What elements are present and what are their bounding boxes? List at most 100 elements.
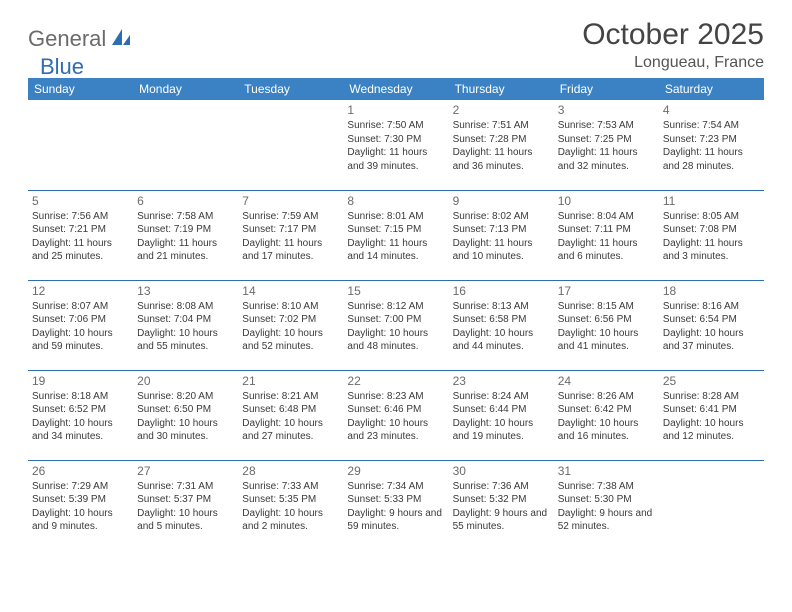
day-number: 13 [137, 284, 234, 298]
brand-text-blue: Blue [40, 54, 84, 80]
day-number: 20 [137, 374, 234, 388]
day-sun-info: Sunrise: 8:26 AMSunset: 6:42 PMDaylight:… [558, 390, 655, 444]
day-number: 26 [32, 464, 129, 478]
weekday-heading: Monday [133, 78, 238, 100]
calendar-day-cell: 20 Sunrise: 8:20 AMSunset: 6:50 PMDayligh… [133, 370, 238, 460]
day-sun-info: Sunrise: 7:56 AMSunset: 7:21 PMDaylight:… [32, 210, 129, 264]
day-sun-info: Sunrise: 7:29 AMSunset: 5:39 PMDaylight:… [32, 480, 129, 534]
day-number: 16 [453, 284, 550, 298]
calendar-day-cell: 27Sunrise: 7:31 AMSunset: 5:37 PMDayligh… [133, 460, 238, 550]
calendar-day-cell: 28 Sunrise: 7:33 AMSunset: 5:35 PMDayligh… [238, 460, 343, 550]
calendar-day-cell: 1 Sunrise: 7:50 AMSunset: 7:30 PMDaylight… [343, 100, 448, 190]
calendar-table: SundayMondayTuesdayWednesdayThursdayFrid… [28, 78, 764, 550]
brand-logo: General [28, 18, 134, 52]
day-number: 5 [32, 194, 129, 208]
calendar-week-row: 19 Sunrise: 8:18 AMSunset: 6:52 PMDayligh… [28, 370, 764, 460]
location-label: Longueau, France [582, 54, 764, 72]
day-sun-info: Sunrise: 8:10 AMSunset: 7:02 PMDaylight:… [242, 300, 339, 354]
day-number: 30 [453, 464, 550, 478]
calendar-empty-cell [659, 460, 764, 550]
day-number: 1 [347, 103, 444, 117]
day-number: 10 [558, 194, 655, 208]
day-sun-info: Sunrise: 7:53 AMSunset: 7:25 PMDaylight:… [558, 119, 655, 173]
header: General October 2025 Longueau, France [28, 18, 764, 72]
calendar-week-row: 12Sunrise: 8:07 AMSunset: 7:06 PMDayligh… [28, 280, 764, 370]
day-number: 22 [347, 374, 444, 388]
calendar-week-row: 5 Sunrise: 7:56 AMSunset: 7:21 PMDaylight… [28, 190, 764, 280]
calendar-day-cell: 10 Sunrise: 8:04 AMSunset: 7:11 PMDayligh… [554, 190, 659, 280]
day-sun-info: Sunrise: 8:08 AMSunset: 7:04 PMDaylight:… [137, 300, 234, 354]
day-number: 11 [663, 194, 760, 208]
calendar-week-row: 1 Sunrise: 7:50 AMSunset: 7:30 PMDaylight… [28, 100, 764, 190]
day-number: 12 [32, 284, 129, 298]
calendar-day-cell: 19 Sunrise: 8:18 AMSunset: 6:52 PMDayligh… [28, 370, 133, 460]
weekday-heading: Friday [554, 78, 659, 100]
day-sun-info: Sunrise: 7:34 AMSunset: 5:33 PMDaylight:… [347, 480, 444, 534]
day-number: 8 [347, 194, 444, 208]
day-sun-info: Sunrise: 7:50 AMSunset: 7:30 PMDaylight:… [347, 119, 444, 173]
day-sun-info: Sunrise: 7:58 AMSunset: 7:19 PMDaylight:… [137, 210, 234, 264]
calendar-week-row: 26 Sunrise: 7:29 AMSunset: 5:39 PMDayligh… [28, 460, 764, 550]
day-sun-info: Sunrise: 8:21 AMSunset: 6:48 PMDaylight:… [242, 390, 339, 444]
title-block: October 2025 Longueau, France [582, 18, 764, 72]
day-sun-info: Sunrise: 8:05 AMSunset: 7:08 PMDaylight:… [663, 210, 760, 264]
day-number: 24 [558, 374, 655, 388]
day-sun-info: Sunrise: 8:23 AMSunset: 6:46 PMDaylight:… [347, 390, 444, 444]
brand-sail-icon [110, 27, 132, 52]
calendar-day-cell: 26 Sunrise: 7:29 AMSunset: 5:39 PMDayligh… [28, 460, 133, 550]
day-number: 25 [663, 374, 760, 388]
day-number: 28 [242, 464, 339, 478]
calendar-day-cell: 11 Sunrise: 8:05 AMSunset: 7:08 PMDayligh… [659, 190, 764, 280]
day-sun-info: Sunrise: 7:36 AMSunset: 5:32 PMDaylight:… [453, 480, 550, 534]
day-sun-info: Sunrise: 7:38 AMSunset: 5:30 PMDaylight:… [558, 480, 655, 534]
day-number: 18 [663, 284, 760, 298]
weekday-heading: Tuesday [238, 78, 343, 100]
day-number: 7 [242, 194, 339, 208]
day-number: 4 [663, 103, 760, 117]
calendar-day-cell: 18 Sunrise: 8:16 AMSunset: 6:54 PMDayligh… [659, 280, 764, 370]
day-number: 21 [242, 374, 339, 388]
day-number: 19 [32, 374, 129, 388]
calendar-day-cell: 4 Sunrise: 7:54 AMSunset: 7:23 PMDaylight… [659, 100, 764, 190]
calendar-day-cell: 23 Sunrise: 8:24 AMSunset: 6:44 PMDayligh… [449, 370, 554, 460]
calendar-day-cell: 31 Sunrise: 7:38 AMSunset: 5:30 PMDayligh… [554, 460, 659, 550]
day-number: 29 [347, 464, 444, 478]
calendar-day-cell: 29 Sunrise: 7:34 AMSunset: 5:33 PMDayligh… [343, 460, 448, 550]
weekday-heading: Sunday [28, 78, 133, 100]
day-sun-info: Sunrise: 8:13 AMSunset: 6:58 PMDaylight:… [453, 300, 550, 354]
day-sun-info: Sunrise: 8:15 AMSunset: 6:56 PMDaylight:… [558, 300, 655, 354]
day-sun-info: Sunrise: 7:54 AMSunset: 7:23 PMDaylight:… [663, 119, 760, 173]
calendar-day-cell: 2 Sunrise: 7:51 AMSunset: 7:28 PMDaylight… [449, 100, 554, 190]
day-number: 17 [558, 284, 655, 298]
day-sun-info: Sunrise: 8:20 AMSunset: 6:50 PMDaylight:… [137, 390, 234, 444]
day-number: 31 [558, 464, 655, 478]
weekday-heading: Thursday [449, 78, 554, 100]
day-number: 23 [453, 374, 550, 388]
calendar-day-cell: 16 Sunrise: 8:13 AMSunset: 6:58 PMDayligh… [449, 280, 554, 370]
calendar-day-cell: 12Sunrise: 8:07 AMSunset: 7:06 PMDayligh… [28, 280, 133, 370]
calendar-day-cell: 3Sunrise: 7:53 AMSunset: 7:25 PMDaylight… [554, 100, 659, 190]
month-title: October 2025 [582, 18, 764, 52]
calendar-page: General October 2025 Longueau, France Bl… [0, 0, 792, 550]
day-sun-info: Sunrise: 7:33 AMSunset: 5:35 PMDaylight:… [242, 480, 339, 534]
day-sun-info: Sunrise: 8:16 AMSunset: 6:54 PMDaylight:… [663, 300, 760, 354]
day-sun-info: Sunrise: 8:24 AMSunset: 6:44 PMDaylight:… [453, 390, 550, 444]
day-number: 15 [347, 284, 444, 298]
day-number: 2 [453, 103, 550, 117]
calendar-empty-cell [133, 100, 238, 190]
calendar-day-cell: 21 Sunrise: 8:21 AMSunset: 6:48 PMDayligh… [238, 370, 343, 460]
day-number: 9 [453, 194, 550, 208]
calendar-day-cell: 7Sunrise: 7:59 AMSunset: 7:17 PMDaylight… [238, 190, 343, 280]
day-sun-info: Sunrise: 7:31 AMSunset: 5:37 PMDaylight:… [137, 480, 234, 534]
day-sun-info: Sunrise: 8:04 AMSunset: 7:11 PMDaylight:… [558, 210, 655, 264]
calendar-day-cell: 15Sunrise: 8:12 AMSunset: 7:00 PMDayligh… [343, 280, 448, 370]
calendar-day-cell: 24 Sunrise: 8:26 AMSunset: 6:42 PMDayligh… [554, 370, 659, 460]
day-sun-info: Sunrise: 8:18 AMSunset: 6:52 PMDaylight:… [32, 390, 129, 444]
calendar-day-cell: 8 Sunrise: 8:01 AMSunset: 7:15 PMDaylight… [343, 190, 448, 280]
day-sun-info: Sunrise: 8:01 AMSunset: 7:15 PMDaylight:… [347, 210, 444, 264]
day-sun-info: Sunrise: 8:02 AMSunset: 7:13 PMDaylight:… [453, 210, 550, 264]
calendar-empty-cell [238, 100, 343, 190]
day-sun-info: Sunrise: 7:51 AMSunset: 7:28 PMDaylight:… [453, 119, 550, 173]
calendar-day-cell: 22 Sunrise: 8:23 AMSunset: 6:46 PMDayligh… [343, 370, 448, 460]
day-sun-info: Sunrise: 8:28 AMSunset: 6:41 PMDaylight:… [663, 390, 760, 444]
